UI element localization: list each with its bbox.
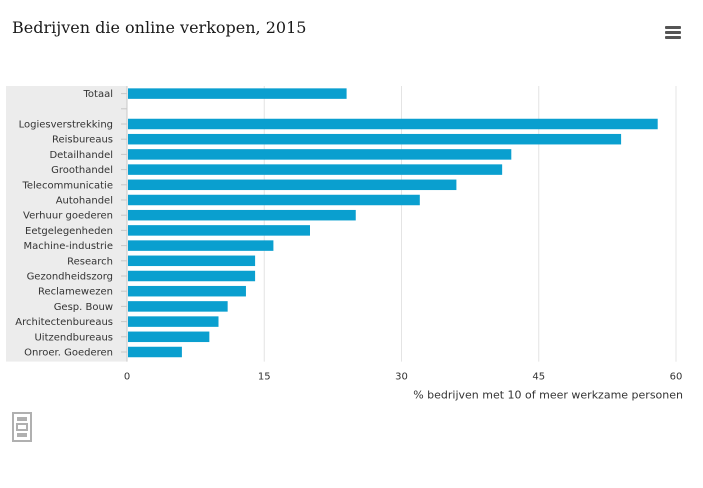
- menu-icon-line: [665, 26, 681, 29]
- bar: [128, 255, 256, 267]
- bar: [128, 301, 228, 312]
- x-tick-label: 15: [258, 372, 271, 383]
- category-label: Onroer. Goederen: [24, 348, 113, 359]
- bar: [128, 209, 356, 221]
- hamburger-menu-icon[interactable]: [662, 24, 684, 42]
- bar: [128, 270, 256, 282]
- x-tick-label: 60: [670, 372, 683, 383]
- menu-icon-line: [665, 36, 681, 39]
- x-tick-label: 30: [395, 372, 408, 383]
- category-axis-background: [6, 86, 127, 362]
- category-label: Verhuur goederen: [23, 211, 113, 222]
- category-label: Reclamewezen: [38, 287, 113, 298]
- bar: [128, 240, 274, 251]
- category-label: Groothandel: [51, 165, 113, 176]
- x-axis-title: % bedrijven met 10 of meer werkzame pers…: [413, 389, 683, 402]
- category-label: Autohandel: [56, 196, 113, 207]
- bar: [128, 164, 503, 175]
- bar: [128, 285, 246, 297]
- x-tick-label: 0: [124, 372, 130, 383]
- bar: [128, 316, 219, 327]
- category-label: Gezondheidszorg: [27, 272, 113, 283]
- cbs-logo-icon: [12, 412, 32, 442]
- bar: [128, 194, 420, 206]
- category-label: Logiesverstrekking: [19, 120, 113, 131]
- category-label: Eetgelegenheden: [25, 226, 113, 237]
- bar: [128, 149, 512, 160]
- x-tick-label: 45: [532, 372, 545, 383]
- bar: [128, 133, 622, 145]
- category-label: Machine-industrie: [24, 241, 113, 252]
- bar: [128, 225, 310, 236]
- category-label: Telecommunicatie: [21, 180, 113, 191]
- bar: [128, 331, 210, 343]
- category-label: Gesp. Bouw: [54, 302, 113, 313]
- menu-icon-line: [665, 31, 681, 34]
- category-label: Architectenbureaus: [15, 317, 113, 328]
- category-label: Totaal: [83, 89, 113, 100]
- category-label: Uitzendbureaus: [34, 332, 113, 343]
- bar: [128, 118, 658, 130]
- bar: [128, 179, 457, 191]
- category-label: Reisbureaus: [52, 135, 113, 146]
- bar: [128, 346, 182, 358]
- chart-title: Bedrijven die online verkopen, 2015: [12, 18, 307, 37]
- bar: [128, 88, 347, 99]
- category-label: Detailhandel: [49, 150, 113, 161]
- category-label: Research: [67, 256, 113, 267]
